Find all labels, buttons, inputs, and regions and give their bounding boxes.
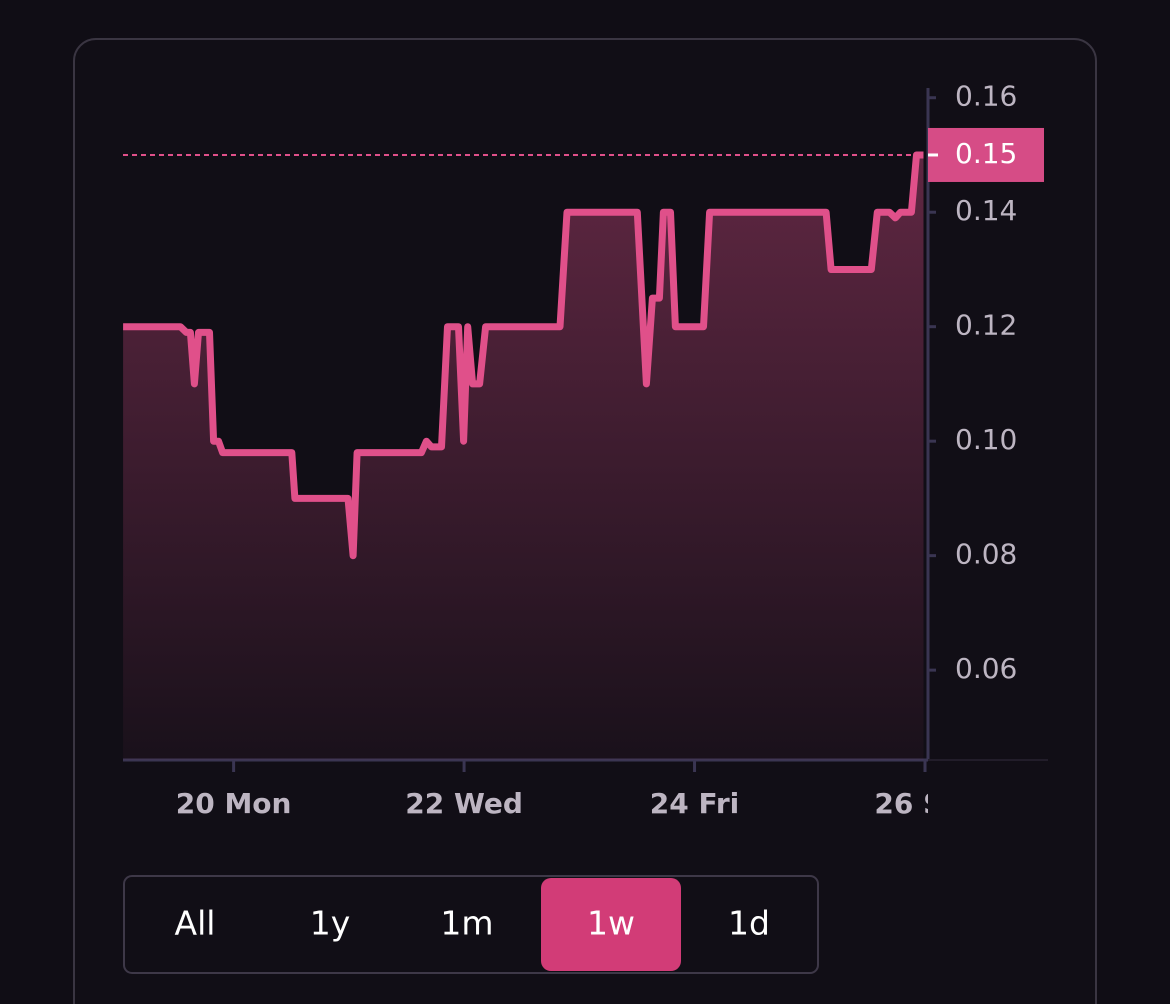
x-ticks: 20 Mon 22 Wed 24 Fri 26 Sat bbox=[176, 787, 975, 820]
y-tick-label: 0.14 bbox=[955, 194, 1017, 227]
area-fill bbox=[123, 155, 924, 760]
plot: 0.06 0.08 0.10 0.12 0.14 0.16 20 Mon 22 Wed 24 F… bbox=[123, 80, 1048, 820]
x-tick-label: 26 Sat bbox=[874, 787, 975, 820]
last-value-badge bbox=[928, 127, 1044, 182]
tab-group bbox=[123, 875, 819, 974]
tab-button[interactable]: 1m bbox=[440, 904, 493, 943]
tab-button[interactable]: 1y bbox=[310, 904, 351, 943]
x-tick-label: 20 Mon bbox=[176, 787, 292, 820]
y-tick-label: 0.10 bbox=[955, 423, 1017, 456]
y-tick-label: 0.12 bbox=[955, 309, 1017, 342]
y-tick-label: 0.06 bbox=[955, 652, 1017, 685]
tab-button[interactable]: 1d bbox=[728, 904, 770, 943]
range-tabs: All 1y 1m 1w 1d bbox=[123, 875, 819, 974]
tab-button[interactable]: 1w bbox=[587, 904, 635, 943]
tab-active-bg bbox=[541, 878, 681, 971]
last-value-label: 0.15 bbox=[955, 137, 1017, 170]
y-tick-label: 0.16 bbox=[955, 80, 1017, 113]
y-tick-label: 0.08 bbox=[955, 538, 1017, 571]
price-line bbox=[123, 151, 924, 560]
tab-button[interactable]: All bbox=[175, 904, 216, 943]
x-tick-label: 24 Fri bbox=[650, 787, 739, 820]
x-tick-label: 22 Wed bbox=[405, 787, 523, 820]
